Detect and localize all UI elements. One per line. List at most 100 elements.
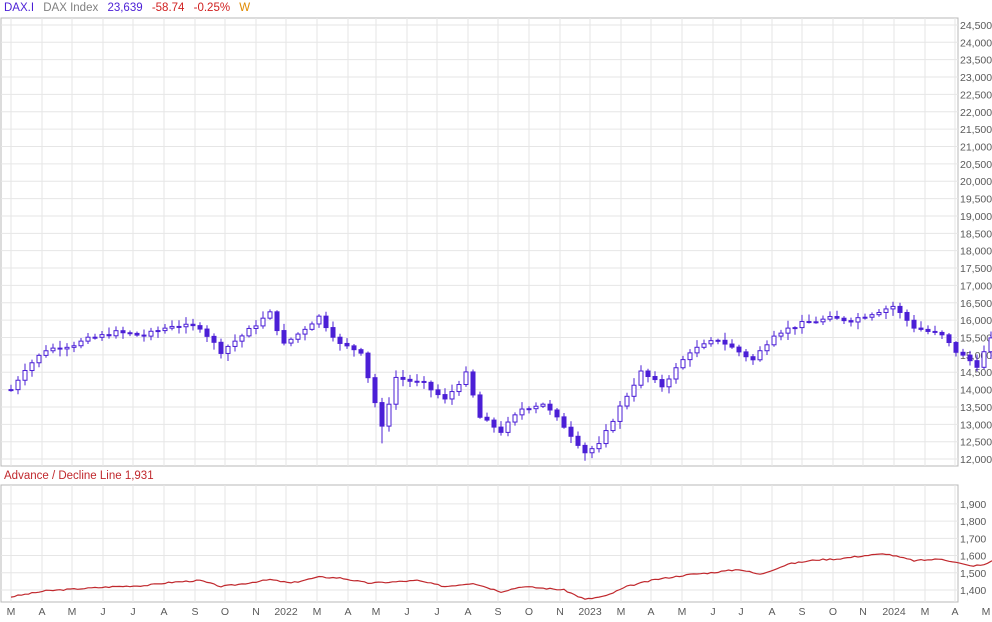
last-price: 23,639: [107, 2, 143, 14]
x-axis-label: J: [100, 606, 105, 618]
x-axis-label: S: [494, 606, 501, 618]
price-y-tick-label: 22,500: [960, 89, 992, 101]
candle-body: [218, 341, 224, 354]
candle-body: [540, 403, 546, 407]
candle-body: [71, 345, 77, 348]
candle-body: [974, 360, 980, 368]
candle-body: [8, 389, 14, 392]
candle-body: [624, 395, 630, 407]
x-axis-label: A: [951, 606, 958, 618]
price-y-tick-label: 18,500: [960, 228, 992, 240]
candle-body: [785, 327, 791, 334]
price-y-tick-label: 24,000: [960, 37, 992, 49]
candle-body: [673, 367, 679, 380]
period-indicator[interactable]: W: [239, 2, 251, 14]
candle-body: [162, 327, 168, 332]
candle-body: [470, 371, 476, 396]
x-axis-label: M: [617, 606, 626, 618]
candle-body: [939, 331, 945, 336]
candle-body: [253, 325, 259, 329]
candle-body: [561, 416, 567, 428]
candle-body: [484, 416, 490, 421]
candle-body: [190, 323, 196, 327]
x-axis-label: S: [191, 606, 198, 618]
candle-body: [414, 380, 420, 383]
candle-body: [911, 319, 917, 329]
x-axis-label: N: [556, 606, 564, 618]
ad-line-title: Advance / Decline Line 1,931: [4, 470, 154, 482]
candle-body: [827, 316, 833, 320]
candle-body: [169, 325, 175, 329]
price-y-tick-label: 24,500: [960, 20, 992, 32]
price-y-tick-label: 21,000: [960, 141, 992, 153]
candle-body: [260, 317, 266, 327]
price-y-tick-label: 20,000: [960, 176, 992, 188]
candle-body: [288, 338, 294, 344]
symbol-label[interactable]: DAX.I: [4, 2, 35, 14]
candle-body: [337, 336, 343, 344]
price-y-tick-label: 19,000: [960, 211, 992, 223]
candle-body: [92, 336, 98, 339]
candle-body: [309, 323, 315, 330]
candle-body: [29, 362, 35, 372]
candle-body: [596, 443, 602, 450]
candle-body: [267, 311, 273, 319]
candle-body: [197, 325, 203, 330]
price-panel-frame: [0, 17, 959, 467]
price-y-tick-label: 17,000: [960, 280, 992, 292]
candle-body: [176, 325, 182, 328]
candle-body: [85, 336, 91, 342]
candle-body: [946, 334, 952, 344]
price-y-tick-label: 23,500: [960, 55, 992, 67]
candle-body: [393, 376, 399, 405]
price-y-tick-label: 20,500: [960, 159, 992, 171]
x-axis-label: M: [982, 606, 991, 618]
candle-body: [155, 330, 161, 333]
price-y-tick-label: 18,000: [960, 246, 992, 258]
candle-body: [981, 351, 987, 368]
candle-body: [582, 444, 588, 454]
ad-line-series: [10, 553, 992, 600]
candle-body: [680, 359, 686, 369]
candle-body: [771, 335, 777, 346]
candle-body: [638, 370, 644, 386]
x-axis-label: M: [313, 606, 322, 618]
candle-body: [806, 321, 812, 324]
candle-body: [841, 317, 847, 322]
candle-body: [820, 318, 826, 323]
candle-body: [988, 337, 992, 353]
x-axis-label: M: [678, 606, 687, 618]
candle-body: [428, 381, 434, 391]
price-y-tick-label: 16,500: [960, 298, 992, 310]
candle-body: [715, 339, 721, 342]
price-y-tick-label: 14,000: [960, 385, 992, 397]
candle-body: [43, 350, 49, 356]
ad-panel-frame: [0, 484, 959, 603]
candle-body: [904, 311, 910, 321]
candle-body: [113, 330, 119, 337]
x-axis-label: A: [647, 606, 654, 618]
candle-body: [953, 342, 959, 353]
price-y-tick-label: 21,500: [960, 124, 992, 136]
candle-body: [736, 346, 742, 353]
candle-body: [64, 346, 70, 350]
x-axis-label: 2024: [882, 606, 906, 618]
candle-body: [617, 405, 623, 422]
price-change-percent: -0.25%: [193, 2, 231, 14]
x-axis-label: O: [525, 606, 533, 618]
candle-body: [533, 405, 539, 410]
price-y-tick-label: 13,000: [960, 419, 992, 431]
candle-body: [211, 335, 217, 343]
candle-body: [708, 340, 714, 345]
candle-body: [813, 321, 819, 324]
x-axis-label: N: [859, 606, 867, 618]
candle-body: [127, 332, 133, 335]
candle-body: [330, 327, 336, 338]
x-axis-label: A: [464, 606, 471, 618]
candle-body: [512, 414, 518, 423]
candle-body: [36, 354, 42, 364]
candle-body: [204, 328, 210, 337]
candle-body: [575, 435, 581, 446]
candle-body: [729, 343, 735, 348]
